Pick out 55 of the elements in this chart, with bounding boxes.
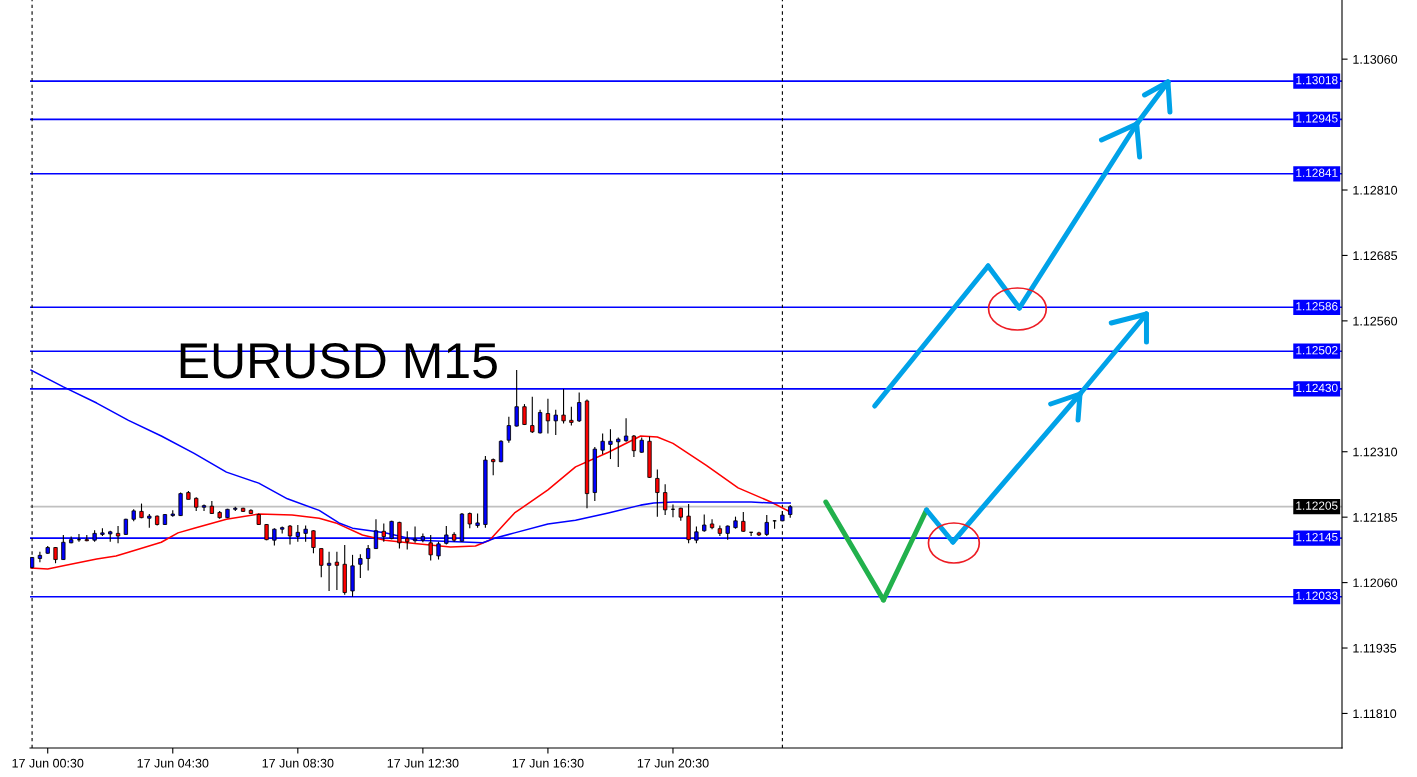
ref-line-label: 1.12841 (1296, 168, 1338, 177)
x-tick-label: 17 Jun 08:30 (262, 758, 334, 768)
candlestick (545, 398, 551, 434)
ref-line-label: 1.12145 (1296, 532, 1338, 542)
y-tick-label: 1.12560 (1353, 316, 1398, 326)
candlestick (655, 468, 660, 518)
x-tick-label: 17 Jun 00:30 (12, 758, 84, 768)
x-tick-label: 17 Jun 12:30 (387, 758, 459, 768)
ref-line-label: 1.13018 (1296, 75, 1338, 85)
candlestick (553, 409, 558, 436)
text: EURUSD M15 (180, 343, 497, 379)
candlestick (428, 534, 433, 562)
candlestick (358, 553, 363, 579)
candlestick (623, 417, 629, 443)
candlestick (663, 483, 668, 516)
ref-line-label: 1.12033 (1296, 591, 1338, 600)
ref-line-label: 1.12502 (1296, 346, 1338, 355)
candlestick (311, 529, 316, 554)
candlestick (506, 416, 511, 444)
candlestick (709, 518, 715, 530)
y-tick-label: 1.12060 (1353, 578, 1398, 588)
x-tick-label: 17 Jun 20:30 (637, 758, 709, 768)
candlestick (577, 392, 582, 423)
candlestick (530, 396, 535, 434)
y-tick-label: 1.12685 (1353, 251, 1398, 261)
candlestick (616, 437, 621, 468)
candlestick (600, 432, 605, 455)
candlestick (537, 409, 543, 434)
y-tick-label: 1.13060 (1353, 54, 1398, 64)
candlestick (326, 551, 332, 592)
y-tick-label: 1.12185 (1353, 512, 1398, 522)
candlestick (569, 406, 574, 427)
ref-line-label: 1.12205 (1296, 501, 1338, 510)
candlestick (334, 551, 340, 591)
candlestick (287, 524, 293, 545)
ref-line-label: 1.12430 (1296, 383, 1338, 393)
candlestick (405, 530, 410, 551)
candlestick (741, 511, 746, 533)
x-tick-label: 17 Jun 16:30 (512, 758, 584, 768)
candlestick (397, 521, 402, 550)
y-tick-label: 1.12310 (1353, 447, 1398, 457)
y-tick-label: 1.11810 (1353, 709, 1397, 719)
ref-line-label: 1.12945 (1296, 114, 1338, 123)
candlestick (115, 525, 121, 544)
ref-line-label: 1.12586 (1296, 302, 1338, 311)
candlestick (686, 503, 691, 544)
y-tick-label: 1.11935 (1353, 643, 1397, 653)
y-tick-label: 1.12810 (1353, 185, 1398, 195)
x-tick-label: 17 Jun 04:30 (137, 758, 209, 768)
candlestick (37, 551, 43, 563)
candlestick (608, 428, 613, 460)
candlestick (366, 544, 371, 572)
candlestick (561, 388, 566, 425)
candlestick (319, 548, 324, 578)
candlestick (381, 522, 386, 543)
